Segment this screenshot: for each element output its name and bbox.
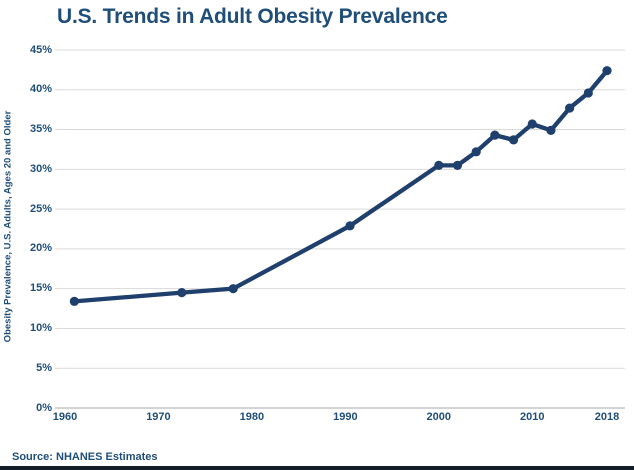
y-tick-label: 0% [36, 401, 52, 414]
x-tick-label: 1980 [239, 411, 265, 423]
data-point-marker [471, 147, 481, 157]
y-tick-label: 10% [29, 321, 52, 334]
data-point-marker [508, 135, 519, 145]
x-tick-label: 1990 [333, 411, 358, 423]
data-point-marker [345, 221, 355, 231]
x-tick-label: 2010 [519, 411, 545, 423]
data-point-marker [602, 66, 612, 76]
x-tick-label: 2000 [426, 411, 452, 423]
data-point-marker [228, 284, 238, 294]
y-tick-label: 20% [29, 242, 52, 255]
x-tick-label: 2018 [594, 411, 620, 423]
data-point-marker [583, 88, 593, 98]
chart-title: U.S. Trends in Adult Obesity Prevalence [57, 5, 448, 28]
data-point-marker [490, 130, 500, 140]
data-point-marker [434, 160, 444, 170]
bottom-border-bar [0, 466, 634, 470]
x-tick-label: 1970 [146, 411, 171, 423]
y-tick-label: 35% [29, 123, 52, 136]
data-point-marker [177, 288, 187, 298]
y-tick-label: 25% [29, 202, 52, 215]
data-point-marker [69, 296, 79, 306]
trend-line [72, 68, 610, 304]
source-note: Source: NHANES Estimates [12, 451, 158, 463]
x-tick-label: 1960 [52, 411, 78, 423]
data-point-marker [452, 160, 463, 170]
data-point-marker [527, 119, 537, 129]
y-tick-label: 45% [29, 43, 52, 56]
y-tick-label: 30% [29, 162, 52, 175]
data-point-marker [546, 125, 556, 135]
data-point-marker [565, 103, 575, 113]
y-tick-label: 5% [36, 361, 52, 374]
y-tick-label: 15% [29, 282, 52, 295]
y-tick-label: 40% [29, 83, 52, 96]
